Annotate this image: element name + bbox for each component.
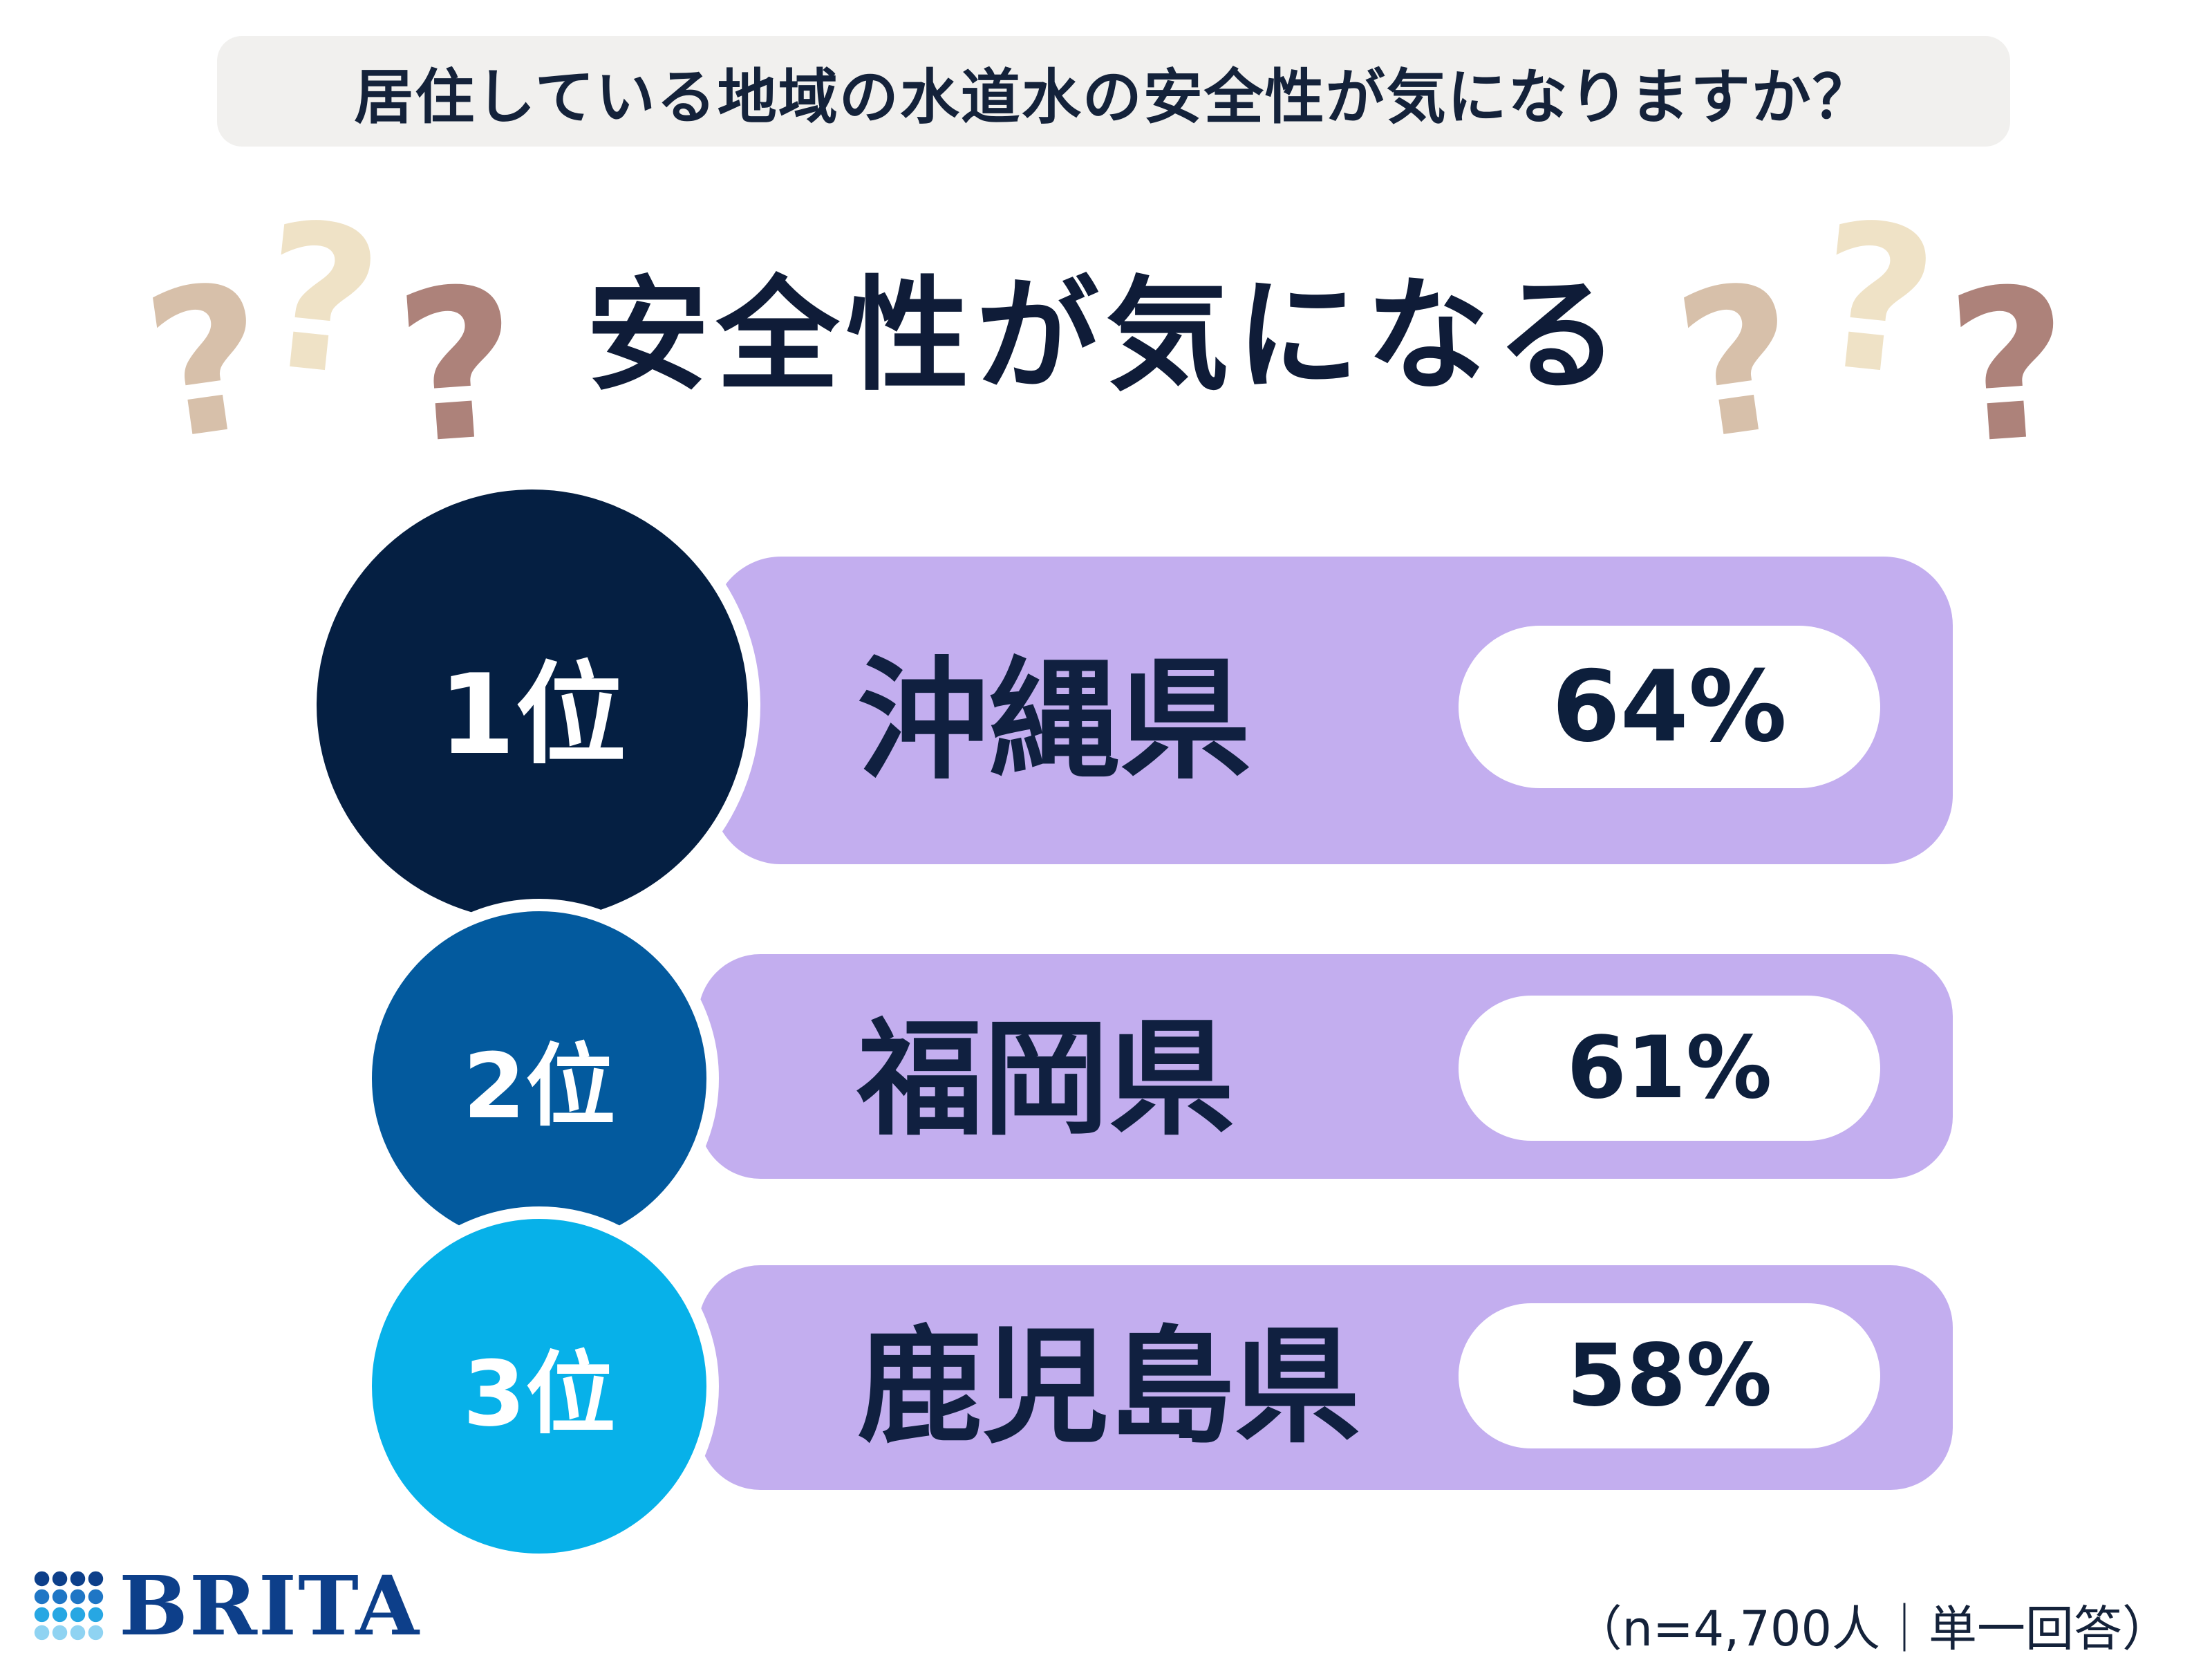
brita-dots-icon: [34, 1571, 104, 1641]
rank-1-prefecture: 沖縄県: [857, 644, 1252, 797]
rank-2-badge: 2位: [359, 899, 719, 1258]
question-mark-icon: ?: [389, 241, 526, 491]
brand-name: BRITA: [119, 1557, 420, 1654]
headline: 安全性が気になる: [586, 263, 1626, 407]
sample-note: （n=4,700人｜単一回答）: [1573, 1601, 2171, 1657]
survey-question: 居住している地域の水道水の安全性が気になりますか？: [217, 36, 2010, 147]
rank-3-value: 58%: [1459, 1303, 1880, 1448]
rank-2-value: 61%: [1459, 996, 1880, 1141]
question-mark-icon: ?: [1941, 241, 2078, 491]
rank-3-prefecture: 鹿児島県: [857, 1313, 1360, 1460]
brita-logo: BRITA: [33, 1558, 420, 1654]
rank-2-prefecture: 福岡県: [857, 1005, 1235, 1153]
rank-1-value: 64%: [1459, 626, 1880, 788]
question-mark-icon: ?: [1664, 239, 1812, 487]
question-mark-icon: ?: [250, 178, 391, 422]
rank-1-badge: 1位: [304, 477, 760, 933]
question-mark-icon: ?: [1806, 178, 1947, 422]
rank-3-badge: 3位: [359, 1206, 719, 1566]
